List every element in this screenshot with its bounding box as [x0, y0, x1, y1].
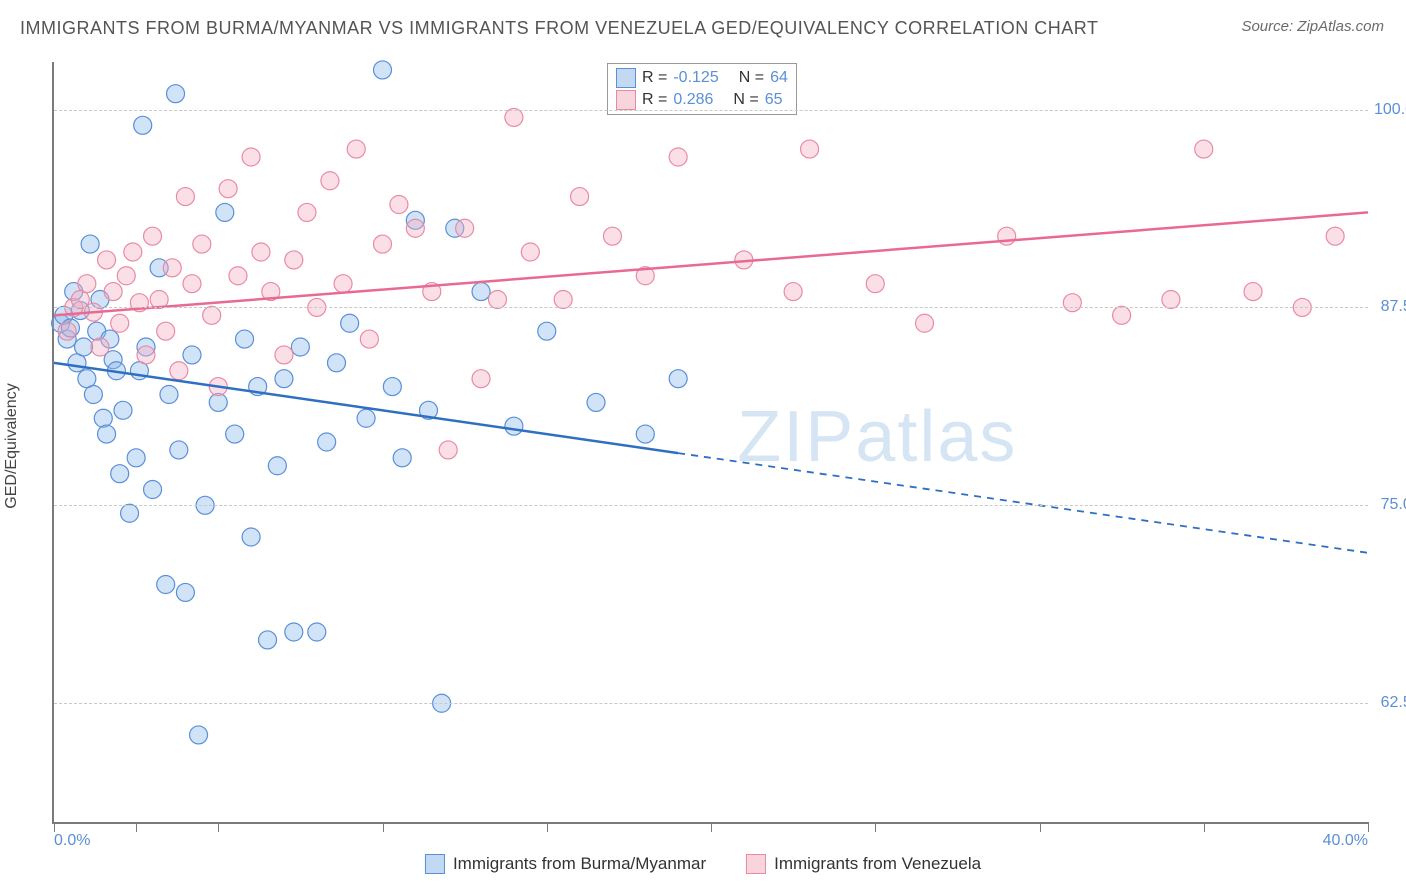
swatch-pink-icon [746, 854, 766, 874]
swatch-pink-icon [616, 90, 636, 110]
x-tick [136, 822, 137, 832]
legend-correlation: R = -0.125 N = 64 R = 0.286 N = 65 [607, 63, 797, 115]
y-tick-label: 100.0% [1374, 101, 1406, 119]
legend-r-label: R = [642, 89, 667, 111]
legend-series: Immigrants from Burma/Myanmar Immigrants… [425, 854, 981, 874]
plot-area: R = -0.125 N = 64 R = 0.286 N = 65 ZIPat… [52, 62, 1368, 824]
legend-item-blue: Immigrants from Burma/Myanmar [425, 854, 706, 874]
legend-row-pink: R = 0.286 N = 65 [616, 89, 788, 111]
legend-n-value: 65 [765, 89, 783, 111]
legend-label: Immigrants from Venezuela [774, 854, 981, 874]
x-tick [1368, 822, 1369, 832]
legend-row-blue: R = -0.125 N = 64 [616, 67, 788, 89]
y-axis-label: GED/Equivalency [3, 383, 21, 508]
x-tick [383, 822, 384, 832]
chart-title: IMMIGRANTS FROM BURMA/MYANMAR VS IMMIGRA… [20, 18, 1098, 39]
chart-svg [54, 62, 1368, 822]
legend-n-label: N = [733, 89, 758, 111]
x-tick [711, 822, 712, 832]
legend-item-pink: Immigrants from Venezuela [746, 854, 981, 874]
y-tick-label: 62.5% [1374, 694, 1406, 712]
source-attribution: Source: ZipAtlas.com [1241, 18, 1384, 35]
swatch-blue-icon [616, 68, 636, 88]
y-tick-label: 75.0% [1374, 496, 1406, 514]
legend-r-label: R = [642, 67, 667, 89]
gridline [54, 703, 1368, 704]
gridline [54, 505, 1368, 506]
x-tick-label: 40.0% [1323, 832, 1368, 850]
swatch-blue-icon [425, 854, 445, 874]
x-tick [1204, 822, 1205, 832]
gridline [54, 307, 1368, 308]
legend-r-value: -0.125 [673, 67, 718, 89]
legend-label: Immigrants from Burma/Myanmar [453, 854, 706, 874]
x-tick [1040, 822, 1041, 832]
x-tick-label: 0.0% [54, 832, 90, 850]
x-tick [218, 822, 219, 832]
legend-n-label: N = [739, 67, 764, 89]
legend-n-value: 64 [770, 67, 788, 89]
x-tick [547, 822, 548, 832]
gridline [54, 110, 1368, 111]
legend-r-value: 0.286 [673, 89, 713, 111]
x-tick [875, 822, 876, 832]
x-tick [54, 822, 55, 832]
y-tick-label: 87.5% [1374, 298, 1406, 316]
